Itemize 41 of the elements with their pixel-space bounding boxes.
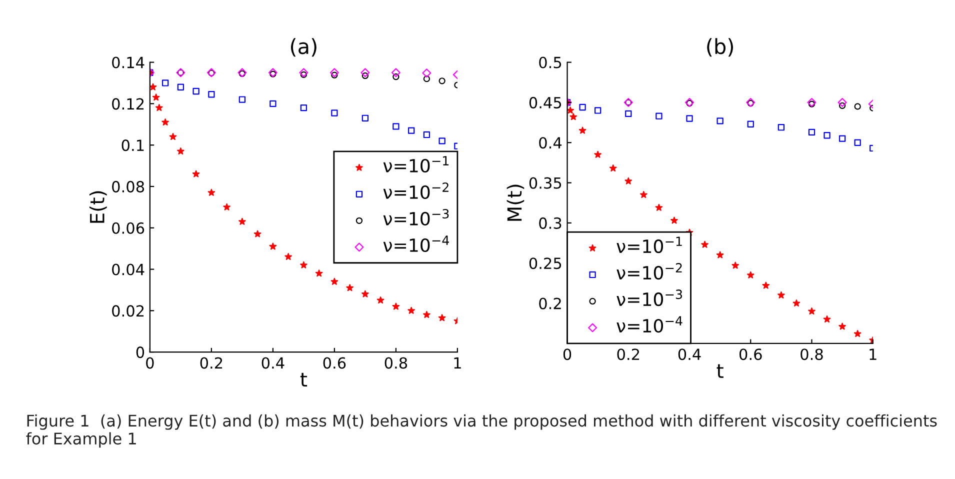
x-tick-label: 0.6 — [739, 348, 762, 360]
y-tick-label: 0.12 — [112, 98, 144, 110]
y-tick-label: 0.1 — [122, 140, 144, 152]
caption: Figure 1 (a) Energy E(t) and (b) mass M(t) behaviors via the proposed method with different viscosity coefficients for Example 1 — [26, 414, 937, 448]
chart-title: (a) — [290, 38, 316, 57]
x-axis-title: t — [716, 364, 724, 378]
x-tick-label: 0.2 — [617, 348, 640, 360]
legend-label: ν=10$^{−3}$ — [383, 208, 449, 226]
y-tick-label: 0.3 — [539, 217, 562, 229]
y-axis-title: M(t) — [506, 184, 524, 221]
legend-label: ν=10$^{−1}$ — [616, 236, 682, 254]
y-axis-title: E(t) — [89, 191, 107, 223]
x-tick-label: 0.2 — [200, 357, 222, 369]
y-tick-label: 0.04 — [112, 264, 144, 276]
legend-label: ν=10$^{−2}$ — [616, 263, 682, 280]
chart-title: (b) — [707, 38, 734, 57]
legend-label: ν=10$^{−1}$ — [383, 156, 449, 173]
x-tick-label: 0.4 — [678, 348, 701, 360]
x-axis-title: t — [300, 372, 308, 386]
x-tick-label: 0 — [146, 357, 154, 369]
legend-label: ν=10$^{−4}$ — [616, 316, 682, 333]
x-tick-label: 0.8 — [384, 357, 408, 369]
legend-label: ν=10$^{−2}$ — [383, 182, 448, 200]
x-tick-label: 0.4 — [262, 357, 284, 369]
y-tick-label: 0.25 — [529, 258, 562, 270]
x-tick-label: 0 — [563, 348, 572, 360]
legend-label: ν=10$^{−3}$ — [616, 290, 682, 306]
y-tick-label: 0.2 — [539, 298, 561, 310]
x-tick-label: 0.8 — [800, 348, 823, 360]
legend-label: ν=10$^{−4}$ — [383, 236, 449, 252]
x-tick-label: 1 — [454, 357, 461, 369]
y-tick-label: 0.08 — [112, 180, 144, 192]
y-tick-label: 0.5 — [539, 56, 562, 68]
y-tick-label: 0.14 — [112, 56, 144, 68]
x-tick-label: 0.6 — [323, 357, 346, 369]
y-tick-label: 0.35 — [529, 177, 562, 189]
y-tick-label: 0.02 — [112, 305, 144, 317]
y-tick-label: 0.4 — [539, 137, 562, 149]
y-tick-label: 0.06 — [112, 222, 144, 234]
y-tick-label: 0.45 — [529, 96, 562, 108]
x-tick-label: 1 — [870, 348, 876, 360]
